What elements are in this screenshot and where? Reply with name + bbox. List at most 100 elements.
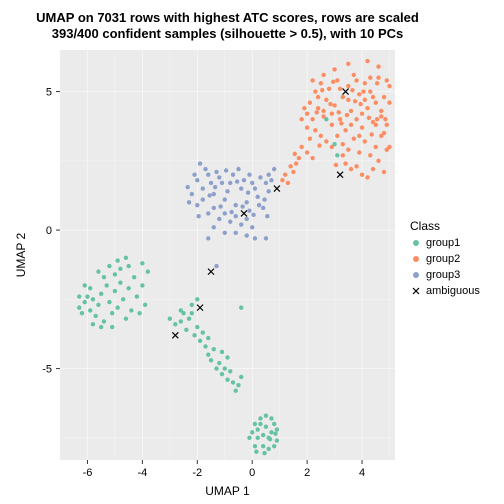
data-point [209, 358, 213, 362]
data-point [305, 150, 309, 154]
data-point [245, 200, 249, 204]
data-point [118, 267, 122, 271]
data-point [254, 449, 258, 453]
data-point [317, 143, 321, 147]
data-point [203, 167, 207, 171]
data-point [240, 204, 244, 208]
data-point [354, 117, 358, 121]
data-point [195, 297, 199, 301]
data-point [91, 322, 95, 326]
data-point [387, 100, 391, 104]
data-point [374, 100, 378, 104]
y-tick-label: 0 [46, 225, 52, 237]
data-point [247, 208, 251, 212]
data-point [346, 62, 350, 66]
data-point [91, 297, 95, 301]
data-point [195, 178, 199, 182]
data-point [225, 355, 229, 359]
data-point [305, 125, 309, 129]
legend-label: ambiguous [426, 285, 480, 297]
data-point [135, 294, 139, 298]
data-point [88, 286, 92, 290]
data-point [206, 211, 210, 215]
data-point [187, 200, 191, 204]
data-point [207, 193, 211, 197]
data-point [258, 175, 262, 179]
data-point [245, 217, 249, 221]
data-point [124, 317, 128, 321]
data-point [250, 430, 254, 434]
data-point [250, 181, 254, 185]
data-point [272, 167, 276, 171]
data-point [224, 168, 228, 172]
data-point [264, 236, 268, 240]
data-point [275, 438, 279, 442]
data-point [341, 95, 345, 99]
data-point [206, 353, 210, 357]
data-point [327, 87, 331, 91]
data-point [96, 269, 100, 273]
data-point [256, 427, 260, 431]
data-point [299, 117, 303, 121]
legend-label: group1 [426, 237, 460, 249]
data-point [80, 311, 84, 315]
data-point [228, 181, 232, 185]
data-point [387, 145, 391, 149]
data-point [338, 87, 342, 91]
data-point [324, 139, 328, 143]
data-point [234, 214, 238, 218]
data-point [113, 272, 117, 276]
data-point [335, 78, 339, 82]
data-point [77, 305, 81, 309]
data-point [107, 300, 111, 304]
data-point [214, 170, 218, 174]
data-point [341, 142, 345, 146]
data-point [280, 178, 284, 182]
data-point [321, 114, 325, 118]
data-point [376, 76, 380, 80]
data-point [330, 112, 334, 116]
data-point [234, 231, 238, 235]
y-tick-label: 5 [46, 87, 52, 99]
data-point [269, 178, 273, 182]
data-point [231, 172, 235, 176]
data-point [242, 178, 246, 182]
data-point [246, 190, 250, 194]
data-point [190, 192, 194, 196]
data-point [266, 447, 270, 451]
data-point [190, 311, 194, 315]
data-point [239, 375, 243, 379]
data-point [217, 175, 221, 179]
data-point [379, 114, 383, 118]
data-point [310, 78, 314, 82]
x-tick-label: 0 [249, 467, 255, 479]
data-point [192, 333, 196, 337]
data-point [228, 220, 232, 224]
data-point [269, 416, 273, 420]
data-point [168, 317, 172, 321]
data-point [363, 139, 367, 143]
data-point [337, 110, 341, 114]
data-point [220, 350, 224, 354]
legend-label: group3 [426, 269, 460, 281]
data-point [331, 80, 335, 84]
data-point [308, 136, 312, 140]
y-tick-label: -5 [42, 364, 52, 376]
data-point [321, 73, 325, 77]
chart-title-line1: UMAP on 7031 rows with highest ATC score… [36, 10, 419, 25]
data-point [77, 294, 81, 298]
data-point [247, 172, 251, 176]
data-point [352, 73, 356, 77]
data-point [387, 84, 391, 88]
data-point [350, 88, 354, 92]
data-point [268, 437, 272, 441]
data-point [225, 377, 229, 381]
data-point [257, 203, 261, 207]
data-point [231, 380, 235, 384]
data-point [220, 372, 224, 376]
data-point [110, 325, 114, 329]
data-point [264, 181, 268, 185]
data-point [251, 213, 255, 217]
data-point [346, 84, 350, 88]
data-point [234, 389, 238, 393]
